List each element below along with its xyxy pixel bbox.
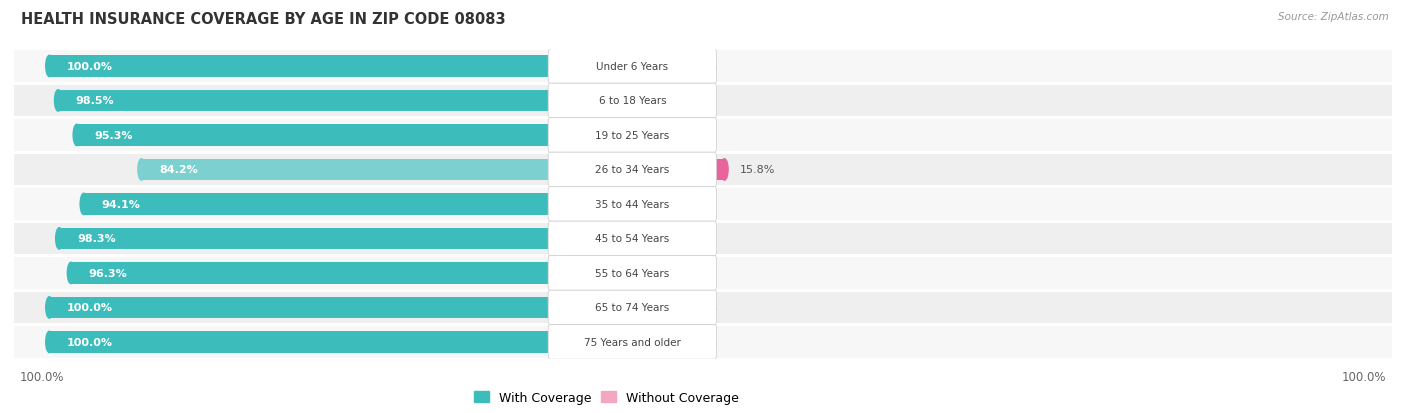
Circle shape	[664, 194, 671, 215]
FancyBboxPatch shape	[548, 119, 717, 153]
Text: 26 to 34 Years: 26 to 34 Years	[595, 165, 669, 175]
Bar	[633, 297, 673, 318]
Text: 15.8%: 15.8%	[740, 165, 775, 175]
Bar	[633, 90, 641, 112]
Circle shape	[138, 159, 145, 181]
FancyBboxPatch shape	[548, 187, 717, 222]
Text: 55 to 64 Years: 55 to 64 Years	[595, 268, 669, 278]
Text: 3.7%: 3.7%	[669, 268, 697, 278]
Text: 100.0%: 100.0%	[1341, 370, 1386, 383]
Circle shape	[650, 263, 658, 284]
Bar	[633, 159, 724, 181]
Circle shape	[638, 228, 645, 249]
Bar	[58, 90, 633, 112]
Bar	[633, 331, 673, 353]
Text: 100.0%: 100.0%	[67, 62, 112, 72]
Text: 75 Years and older: 75 Years and older	[583, 337, 681, 347]
Bar	[14, 85, 1392, 117]
Text: 84.2%: 84.2%	[159, 165, 198, 175]
Circle shape	[669, 297, 678, 318]
Bar	[14, 189, 1392, 220]
Text: 98.3%: 98.3%	[77, 234, 115, 244]
Bar	[633, 125, 659, 146]
Circle shape	[46, 297, 53, 318]
Text: 4.7%: 4.7%	[675, 131, 703, 140]
Bar	[14, 51, 1392, 83]
Bar	[14, 120, 1392, 152]
FancyBboxPatch shape	[548, 256, 717, 290]
Text: 100.0%: 100.0%	[67, 303, 112, 313]
Bar	[633, 263, 654, 284]
Circle shape	[56, 228, 63, 249]
Circle shape	[46, 56, 53, 78]
Legend: With Coverage, Without Coverage: With Coverage, Without Coverage	[468, 386, 744, 409]
Circle shape	[721, 159, 728, 181]
Text: Under 6 Years: Under 6 Years	[596, 62, 668, 72]
Text: HEALTH INSURANCE COVERAGE BY AGE IN ZIP CODE 08083: HEALTH INSURANCE COVERAGE BY AGE IN ZIP …	[21, 12, 506, 27]
FancyBboxPatch shape	[548, 222, 717, 256]
Circle shape	[80, 194, 87, 215]
Bar	[142, 159, 633, 181]
Text: 1.7%: 1.7%	[658, 234, 686, 244]
Text: 98.5%: 98.5%	[76, 96, 114, 106]
Circle shape	[669, 331, 678, 353]
FancyBboxPatch shape	[548, 50, 717, 84]
Bar	[14, 292, 1392, 323]
Bar	[49, 297, 633, 318]
Circle shape	[46, 331, 53, 353]
FancyBboxPatch shape	[548, 290, 717, 325]
Circle shape	[67, 263, 75, 284]
Text: 1.5%: 1.5%	[657, 96, 685, 106]
Bar	[633, 194, 666, 215]
Bar	[84, 194, 633, 215]
Text: 0.0%: 0.0%	[689, 303, 717, 313]
FancyBboxPatch shape	[548, 84, 717, 119]
Bar	[49, 331, 633, 353]
Circle shape	[669, 56, 678, 78]
Circle shape	[657, 125, 664, 146]
Text: 0.0%: 0.0%	[689, 62, 717, 72]
Bar	[49, 56, 633, 78]
Bar	[14, 223, 1392, 255]
Bar	[633, 56, 673, 78]
Text: 6 to 18 Years: 6 to 18 Years	[599, 96, 666, 106]
Bar	[59, 228, 633, 249]
Circle shape	[73, 125, 80, 146]
Text: 0.0%: 0.0%	[689, 337, 717, 347]
FancyBboxPatch shape	[548, 325, 717, 359]
Text: 100.0%: 100.0%	[67, 337, 112, 347]
Text: 65 to 74 Years: 65 to 74 Years	[595, 303, 669, 313]
Bar	[633, 228, 643, 249]
Text: Source: ZipAtlas.com: Source: ZipAtlas.com	[1278, 12, 1389, 22]
Bar	[77, 125, 633, 146]
Circle shape	[637, 90, 645, 112]
Text: 100.0%: 100.0%	[20, 370, 65, 383]
Text: 45 to 54 Years: 45 to 54 Years	[595, 234, 669, 244]
Text: 95.3%: 95.3%	[94, 131, 134, 140]
Text: 94.1%: 94.1%	[101, 199, 141, 209]
Text: 96.3%: 96.3%	[89, 268, 128, 278]
Bar	[14, 257, 1392, 289]
Text: 35 to 44 Years: 35 to 44 Years	[595, 199, 669, 209]
Circle shape	[55, 90, 62, 112]
Bar	[70, 263, 633, 284]
Text: 19 to 25 Years: 19 to 25 Years	[595, 131, 669, 140]
Text: 5.9%: 5.9%	[682, 199, 710, 209]
Bar	[14, 326, 1392, 358]
FancyBboxPatch shape	[548, 153, 717, 187]
Bar	[14, 154, 1392, 186]
